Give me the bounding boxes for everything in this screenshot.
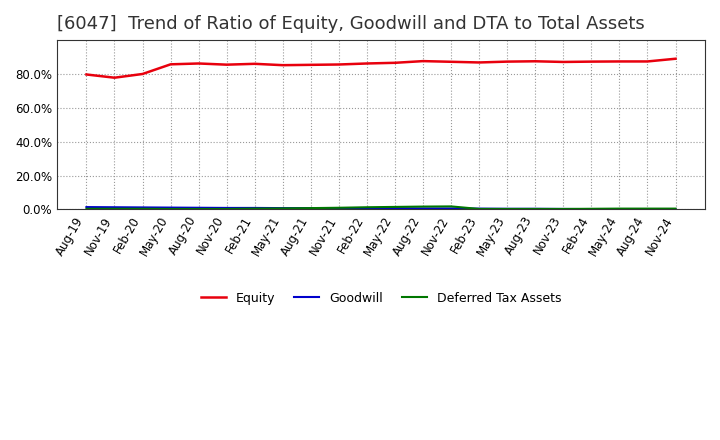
Deferred Tax Assets [531,206,539,212]
Equity [110,75,119,81]
Equity [222,62,231,67]
Equity [419,59,428,64]
Deferred Tax Assets [251,206,259,211]
Equity [251,61,259,66]
Equity [447,59,456,64]
Equity [194,61,203,66]
Deferred Tax Assets [335,205,343,210]
Goodwill [615,206,624,212]
Deferred Tax Assets [643,206,652,211]
Equity [559,59,567,65]
Deferred Tax Assets [447,204,456,209]
Goodwill [503,206,511,211]
Goodwill [138,205,147,210]
Goodwill [307,205,315,211]
Deferred Tax Assets [363,205,372,210]
Line: Deferred Tax Assets: Deferred Tax Assets [86,206,675,209]
Goodwill [391,205,400,211]
Goodwill [419,206,428,211]
Equity [138,71,147,77]
Equity [503,59,511,64]
Line: Equity: Equity [86,59,675,78]
Equity [82,72,91,77]
Goodwill [251,205,259,211]
Goodwill [222,205,231,211]
Equity [391,60,400,66]
Goodwill [166,205,175,210]
Deferred Tax Assets [615,206,624,211]
Deferred Tax Assets [279,206,287,211]
Deferred Tax Assets [82,206,91,211]
Goodwill [194,205,203,210]
Deferred Tax Assets [166,206,175,212]
Equity [671,56,680,61]
Goodwill [475,206,484,211]
Deferred Tax Assets [194,206,203,212]
Equity [587,59,595,64]
Deferred Tax Assets [222,206,231,212]
Deferred Tax Assets [419,204,428,209]
Equity [335,62,343,67]
Equity [166,62,175,67]
Deferred Tax Assets [671,206,680,211]
Goodwill [643,207,652,212]
Equity [643,59,652,64]
Deferred Tax Assets [110,206,119,211]
Goodwill [671,207,680,212]
Goodwill [559,206,567,212]
Goodwill [587,206,595,212]
Goodwill [335,205,343,211]
Deferred Tax Assets [138,206,147,211]
Deferred Tax Assets [475,206,484,212]
Text: [6047]  Trend of Ratio of Equity, Goodwill and DTA to Total Assets: [6047] Trend of Ratio of Equity, Goodwil… [57,15,644,33]
Goodwill [82,205,91,210]
Equity [531,59,539,64]
Deferred Tax Assets [391,204,400,209]
Goodwill [531,206,539,211]
Line: Goodwill: Goodwill [86,207,675,209]
Goodwill [363,205,372,211]
Deferred Tax Assets [503,206,511,212]
Deferred Tax Assets [587,206,595,211]
Goodwill [279,205,287,211]
Equity [279,62,287,68]
Equity [363,61,372,66]
Deferred Tax Assets [559,206,567,212]
Deferred Tax Assets [307,205,315,211]
Goodwill [447,206,456,211]
Legend: Equity, Goodwill, Deferred Tax Assets: Equity, Goodwill, Deferred Tax Assets [196,287,566,310]
Equity [475,60,484,65]
Goodwill [110,205,119,210]
Equity [615,59,624,64]
Equity [307,62,315,67]
